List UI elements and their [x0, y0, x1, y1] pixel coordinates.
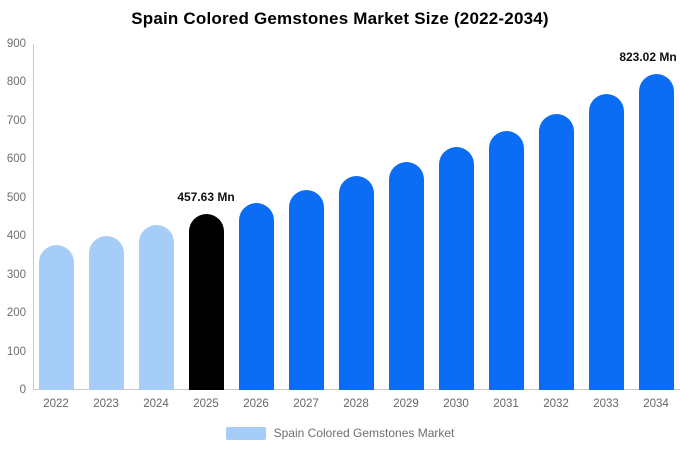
bar-2023[interactable]: [88, 236, 124, 390]
x-tick-2026: 2026: [243, 398, 269, 410]
y-tick-300: 300: [6, 268, 26, 281]
bar-2034[interactable]: [638, 73, 674, 390]
bar-2025[interactable]: [188, 214, 224, 390]
bar-2029[interactable]: [388, 162, 424, 390]
x-tick-2022: 2022: [43, 398, 69, 410]
legend-swatch: [225, 426, 266, 440]
x-tick-2032: 2032: [543, 398, 569, 410]
x-tick-2028: 2028: [343, 398, 369, 410]
y-tick-100: 100: [6, 345, 26, 358]
y-tick-600: 600: [6, 153, 26, 166]
value-label-2025: 457.63 Mn: [177, 190, 235, 205]
y-tick-900: 900: [6, 38, 26, 50]
y-tick-0: 0: [19, 384, 26, 396]
bar-2028[interactable]: [338, 176, 374, 390]
x-tick-2023: 2023: [93, 398, 119, 410]
chart-title: Spain Colored Gemstones Market Size (202…: [131, 9, 549, 28]
bar-2033[interactable]: [588, 93, 624, 390]
bar-2031[interactable]: [488, 130, 524, 390]
value-label-2034: 823.02 Mn: [619, 49, 677, 64]
x-tick-2033: 2033: [593, 398, 619, 410]
bar-2030[interactable]: [438, 147, 474, 390]
bar-2026[interactable]: [238, 202, 274, 390]
y-tick-800: 800: [6, 76, 26, 89]
y-tick-400: 400: [6, 230, 26, 243]
bar-2032[interactable]: [538, 113, 574, 390]
y-tick-700: 700: [6, 114, 26, 127]
x-tick-2030: 2030: [443, 398, 469, 410]
y-axis-line: [33, 44, 34, 390]
x-tick-2024: 2024: [143, 398, 169, 410]
x-tick-2034: 2034: [643, 398, 669, 410]
x-tick-2029: 2029: [393, 398, 419, 410]
bar-2024[interactable]: [138, 225, 174, 390]
bar-2022[interactable]: [38, 244, 74, 390]
legend-item[interactable]: Spain Colored Gemstones Market: [0, 426, 680, 440]
x-tick-2027: 2027: [293, 398, 319, 410]
x-tick-2031: 2031: [493, 398, 519, 410]
bar-2027[interactable]: [288, 190, 324, 390]
y-tick-500: 500: [6, 191, 26, 204]
y-tick-200: 200: [6, 307, 26, 320]
x-tick-2025: 2025: [193, 398, 219, 410]
legend-label: Spain Colored Gemstones Market: [273, 426, 455, 440]
